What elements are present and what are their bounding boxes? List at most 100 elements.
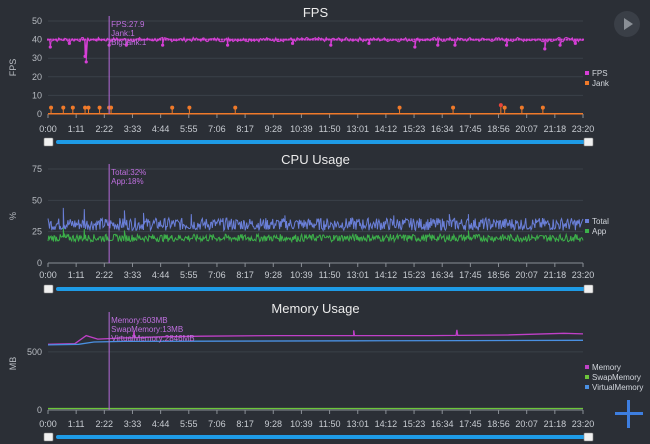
fps-point (279, 38, 282, 41)
x-tick-label: 11:50 (319, 270, 341, 280)
x-tick-label: 17:45 (459, 270, 482, 280)
fps-point (151, 38, 154, 41)
fps-point (154, 38, 156, 41)
x-tick-label: 11:50 (319, 419, 341, 429)
fps-point (145, 38, 148, 41)
x-tick-label: 9:28 (264, 124, 282, 134)
fps-point (135, 38, 138, 41)
y-tick-label: 10 (32, 90, 42, 100)
series-line-Total (47, 207, 584, 232)
fps-point (129, 38, 132, 41)
fps-marker (84, 60, 88, 64)
fps-point (424, 38, 427, 41)
fps-point (370, 38, 373, 41)
fps-point (212, 38, 215, 41)
fps-point (330, 38, 333, 41)
range-handle-left[interactable] (43, 137, 54, 147)
fps-point (183, 38, 186, 41)
fps-point (544, 38, 547, 41)
range-handle-left[interactable] (43, 432, 54, 442)
fps-point (386, 38, 389, 41)
fps-point (92, 38, 95, 41)
fps-point (250, 38, 253, 41)
fps-marker (48, 45, 52, 49)
fps-point (188, 38, 191, 41)
fps-point (223, 38, 226, 41)
x-tick-label: 20:07 (515, 124, 538, 134)
legend-VirtualMemory: VirtualMemory (592, 383, 643, 392)
fps-point (156, 38, 159, 41)
legend-swatch (585, 81, 589, 85)
jank-point (519, 105, 524, 110)
legend-swatch (585, 71, 589, 75)
range-handle-right[interactable] (583, 284, 594, 294)
fps-point (148, 38, 151, 41)
fps-point (137, 38, 140, 41)
fps-point (215, 38, 218, 41)
fps-point (105, 38, 108, 41)
jank-point (233, 105, 238, 110)
fps-point (298, 38, 301, 41)
fps-point (247, 38, 250, 41)
fps-point (405, 38, 408, 41)
fps-point (73, 38, 76, 41)
fps-point (269, 38, 272, 41)
fps-point (432, 38, 435, 41)
fps-point (175, 38, 178, 41)
x-tick-label: 16:34 (431, 270, 454, 280)
fps-point (170, 38, 173, 41)
fps-point (565, 38, 568, 41)
fps-point (496, 38, 499, 41)
jank-point (397, 105, 402, 110)
fps-point (523, 38, 526, 41)
legend-swatch (585, 219, 589, 223)
jank-point (70, 105, 75, 110)
chart-title: CPU Usage (281, 152, 350, 167)
fps-point (196, 38, 199, 41)
fps-point (512, 38, 515, 41)
fps-point (346, 38, 349, 41)
legend-App: App (592, 227, 607, 236)
fps-point (319, 38, 322, 41)
range-handle-right[interactable] (583, 137, 594, 147)
fps-marker (504, 43, 509, 47)
fps-point (87, 38, 90, 41)
fps-marker (67, 41, 71, 45)
fps-point (531, 38, 534, 41)
jank-point (502, 105, 507, 110)
x-tick-label: 9:28 (264, 419, 282, 429)
range-handle-right[interactable] (583, 432, 594, 442)
fps-point (418, 38, 421, 41)
fps-point (376, 38, 379, 41)
fps-point (450, 38, 453, 41)
fps-point (413, 38, 416, 41)
fps-point (57, 38, 60, 41)
x-tick-label: 5:55 (180, 124, 198, 134)
fps-point (84, 38, 87, 41)
fps-point (65, 38, 68, 41)
legend-Total: Total (592, 217, 609, 226)
fps-point (333, 38, 336, 41)
jank-point (61, 105, 66, 110)
fps-point (485, 38, 488, 41)
fps-marker (413, 45, 417, 49)
fps-point (568, 38, 571, 41)
fps-point (228, 38, 231, 41)
x-tick-label: 13:01 (346, 270, 369, 280)
fps-point (113, 38, 116, 41)
fps-point (97, 38, 100, 41)
legend-swatch (585, 385, 589, 389)
x-tick-label: 13:01 (346, 419, 369, 429)
x-tick-label: 7:06 (208, 419, 226, 429)
x-tick-label: 16:34 (431, 124, 454, 134)
range-handle-left[interactable] (43, 284, 54, 294)
fps-point (343, 38, 346, 41)
fps-point (143, 38, 146, 41)
fps-point (311, 38, 314, 41)
plus-icon[interactable] (614, 399, 644, 429)
fps-marker (573, 41, 577, 45)
play-icon[interactable] (614, 11, 640, 37)
range-slider-track (56, 140, 585, 144)
fps-point (274, 38, 277, 41)
fps-point (285, 38, 288, 41)
